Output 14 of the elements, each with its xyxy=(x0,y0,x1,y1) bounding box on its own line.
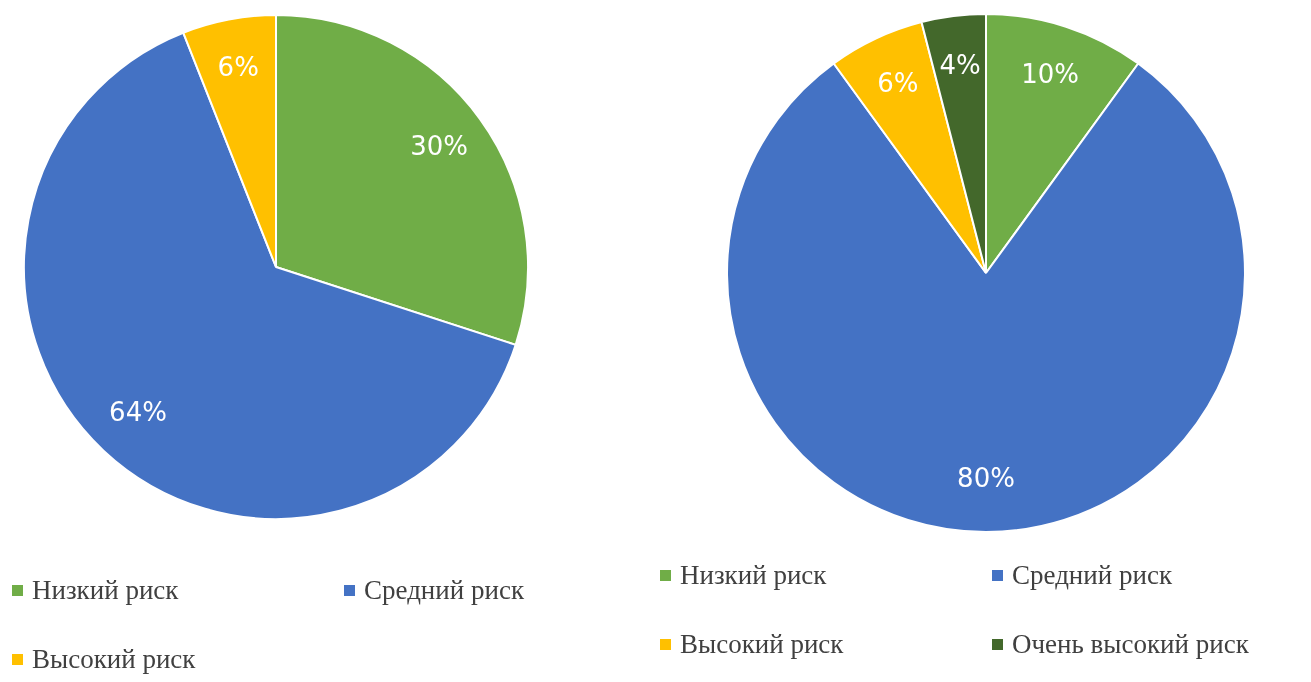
legend-label: Низкий риск xyxy=(680,560,827,591)
legend-label: Средний риск xyxy=(364,575,525,606)
data-label: 30% xyxy=(410,131,468,162)
data-label: 6% xyxy=(217,51,259,82)
legend-label: Очень высокий риск xyxy=(1012,629,1249,660)
legend-label: Высокий риск xyxy=(32,644,196,675)
data-label: 64% xyxy=(109,396,167,427)
legend-label: Низкий риск xyxy=(32,575,179,606)
data-label: 4% xyxy=(939,50,981,81)
data-label: 10% xyxy=(1021,58,1079,89)
data-label: 6% xyxy=(877,68,919,99)
data-label: 80% xyxy=(957,462,1015,493)
legend-label: Средний риск xyxy=(1012,560,1173,591)
legend-label: Высокий риск xyxy=(680,629,844,660)
